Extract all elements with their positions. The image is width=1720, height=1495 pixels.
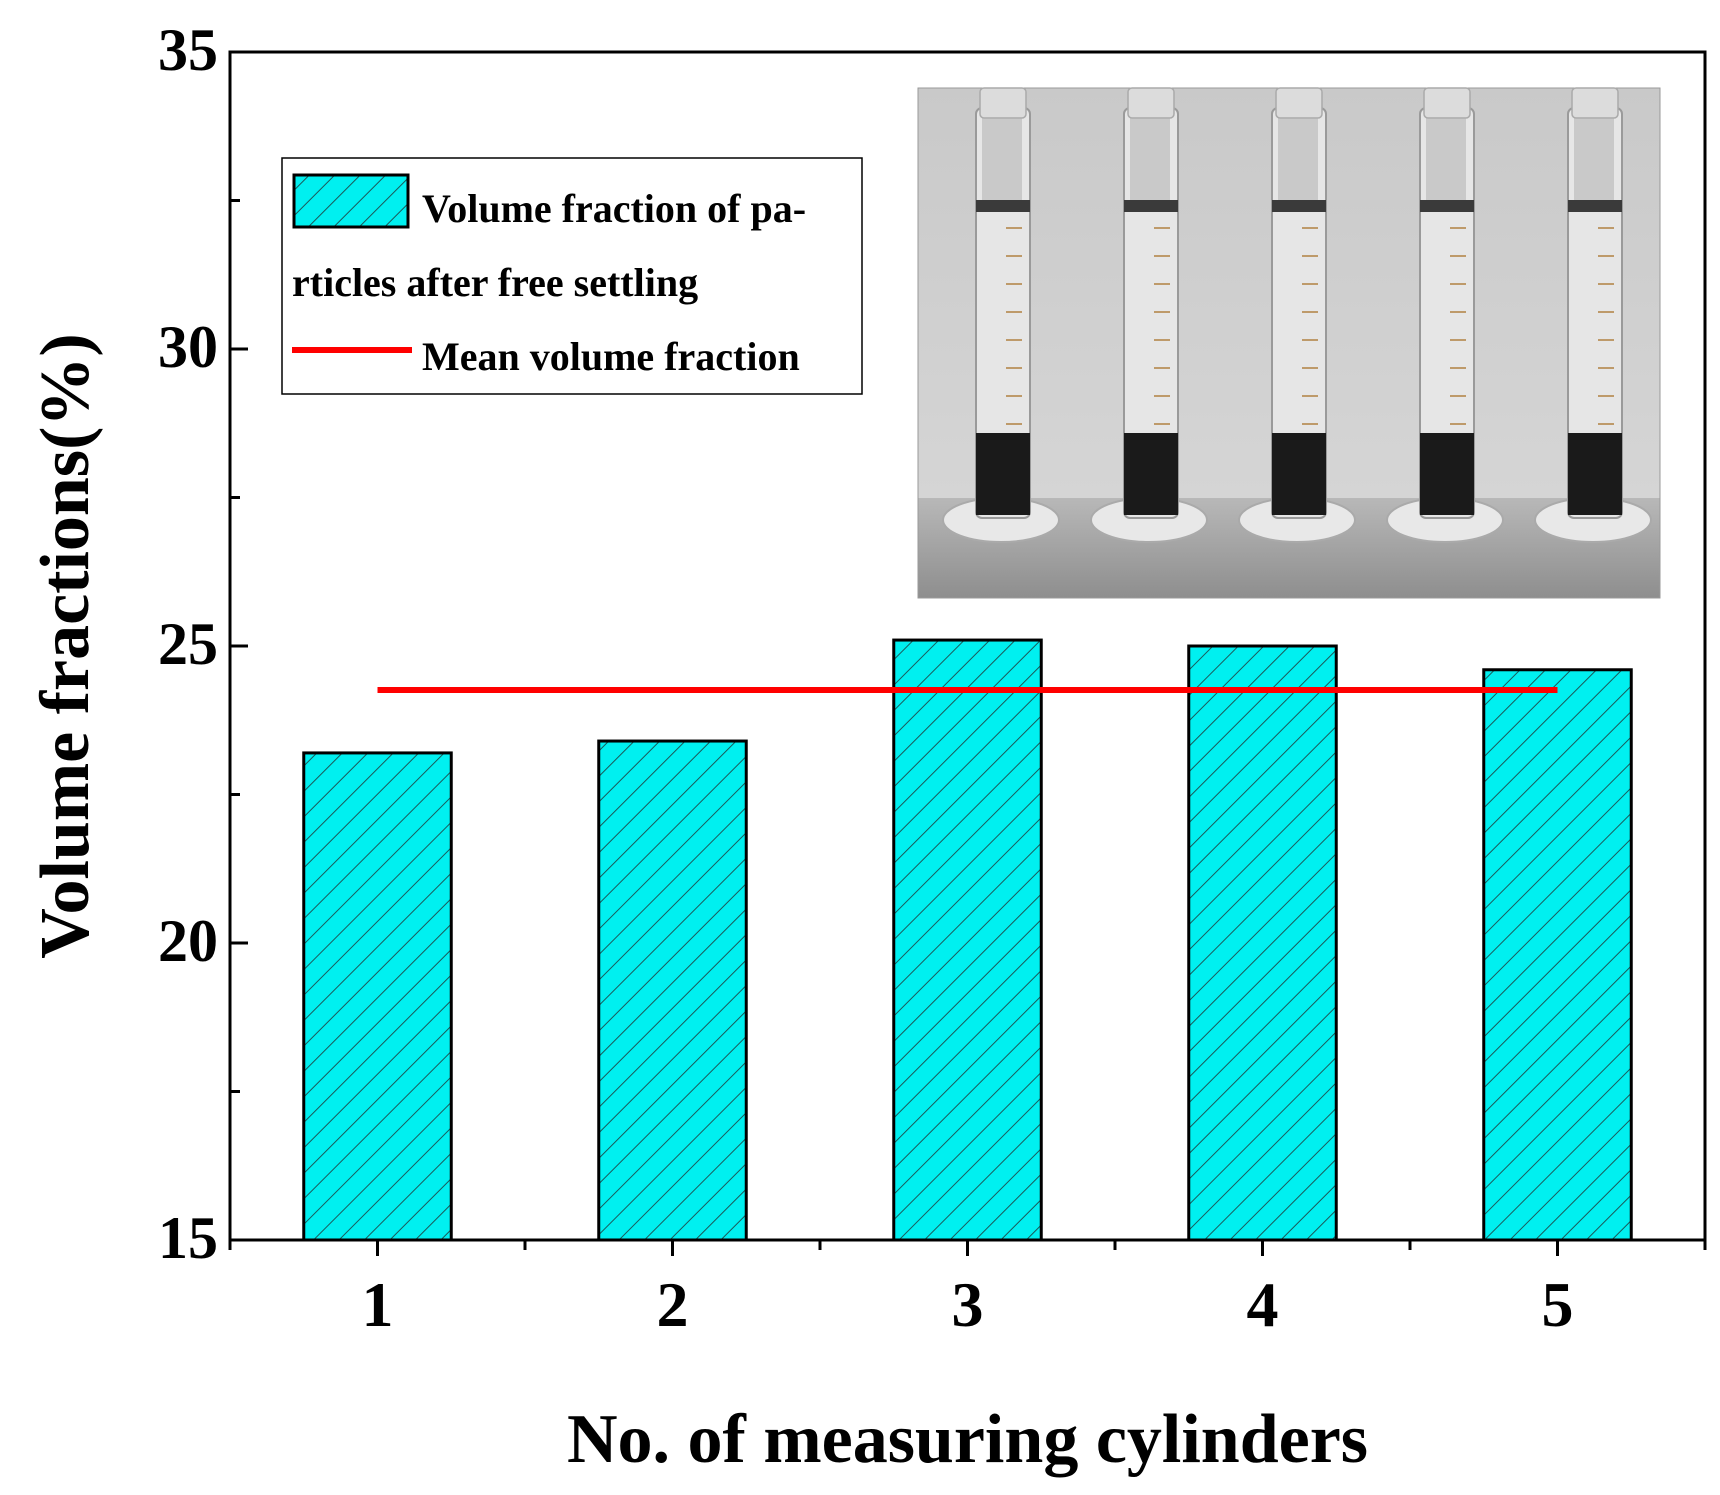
y-tick-label: 30 — [158, 314, 218, 380]
x-tick-label: 3 — [952, 1269, 984, 1340]
bars-group — [302, 638, 1633, 1242]
x-axis: 1 2 3 4 5 — [228, 1240, 1707, 1340]
bar — [892, 638, 1043, 1242]
y-tick-label: 35 — [158, 17, 218, 83]
inset-cylinder — [1090, 87, 1208, 543]
x-axis-title: No. of measuring cylinders — [567, 1401, 1368, 1478]
inset-photo — [917, 87, 1661, 599]
bar — [302, 751, 453, 1242]
inset-cylinder — [1534, 87, 1652, 543]
y-tick-label: 15 — [158, 1205, 218, 1271]
x-tick-label: 1 — [362, 1269, 394, 1340]
legend-mean-line-label: Mean volume fraction — [422, 334, 800, 379]
y-axis-title: Volume fractions(%) — [27, 333, 104, 958]
legend-bar-label-line1: Volume fraction of pa- — [422, 186, 806, 231]
inset-cylinder — [1238, 87, 1356, 543]
bar — [1482, 668, 1633, 1242]
x-tick-label: 5 — [1542, 1269, 1574, 1340]
x-tick-label: 4 — [1247, 1269, 1279, 1340]
legend-bar-swatch — [292, 173, 410, 229]
legend-bar-label-line2: rticles after free settling — [292, 260, 698, 305]
y-axis: 15 20 25 30 35 — [158, 17, 248, 1271]
inset-cylinder — [1386, 87, 1504, 543]
bar — [597, 739, 748, 1242]
y-tick-label: 25 — [158, 611, 218, 677]
bar — [1187, 644, 1338, 1242]
legend: Volume fraction of pa- rticles after fre… — [281, 157, 863, 395]
y-tick-label: 20 — [158, 908, 218, 974]
x-tick-label: 2 — [657, 1269, 689, 1340]
inset-cylinder — [942, 87, 1060, 543]
